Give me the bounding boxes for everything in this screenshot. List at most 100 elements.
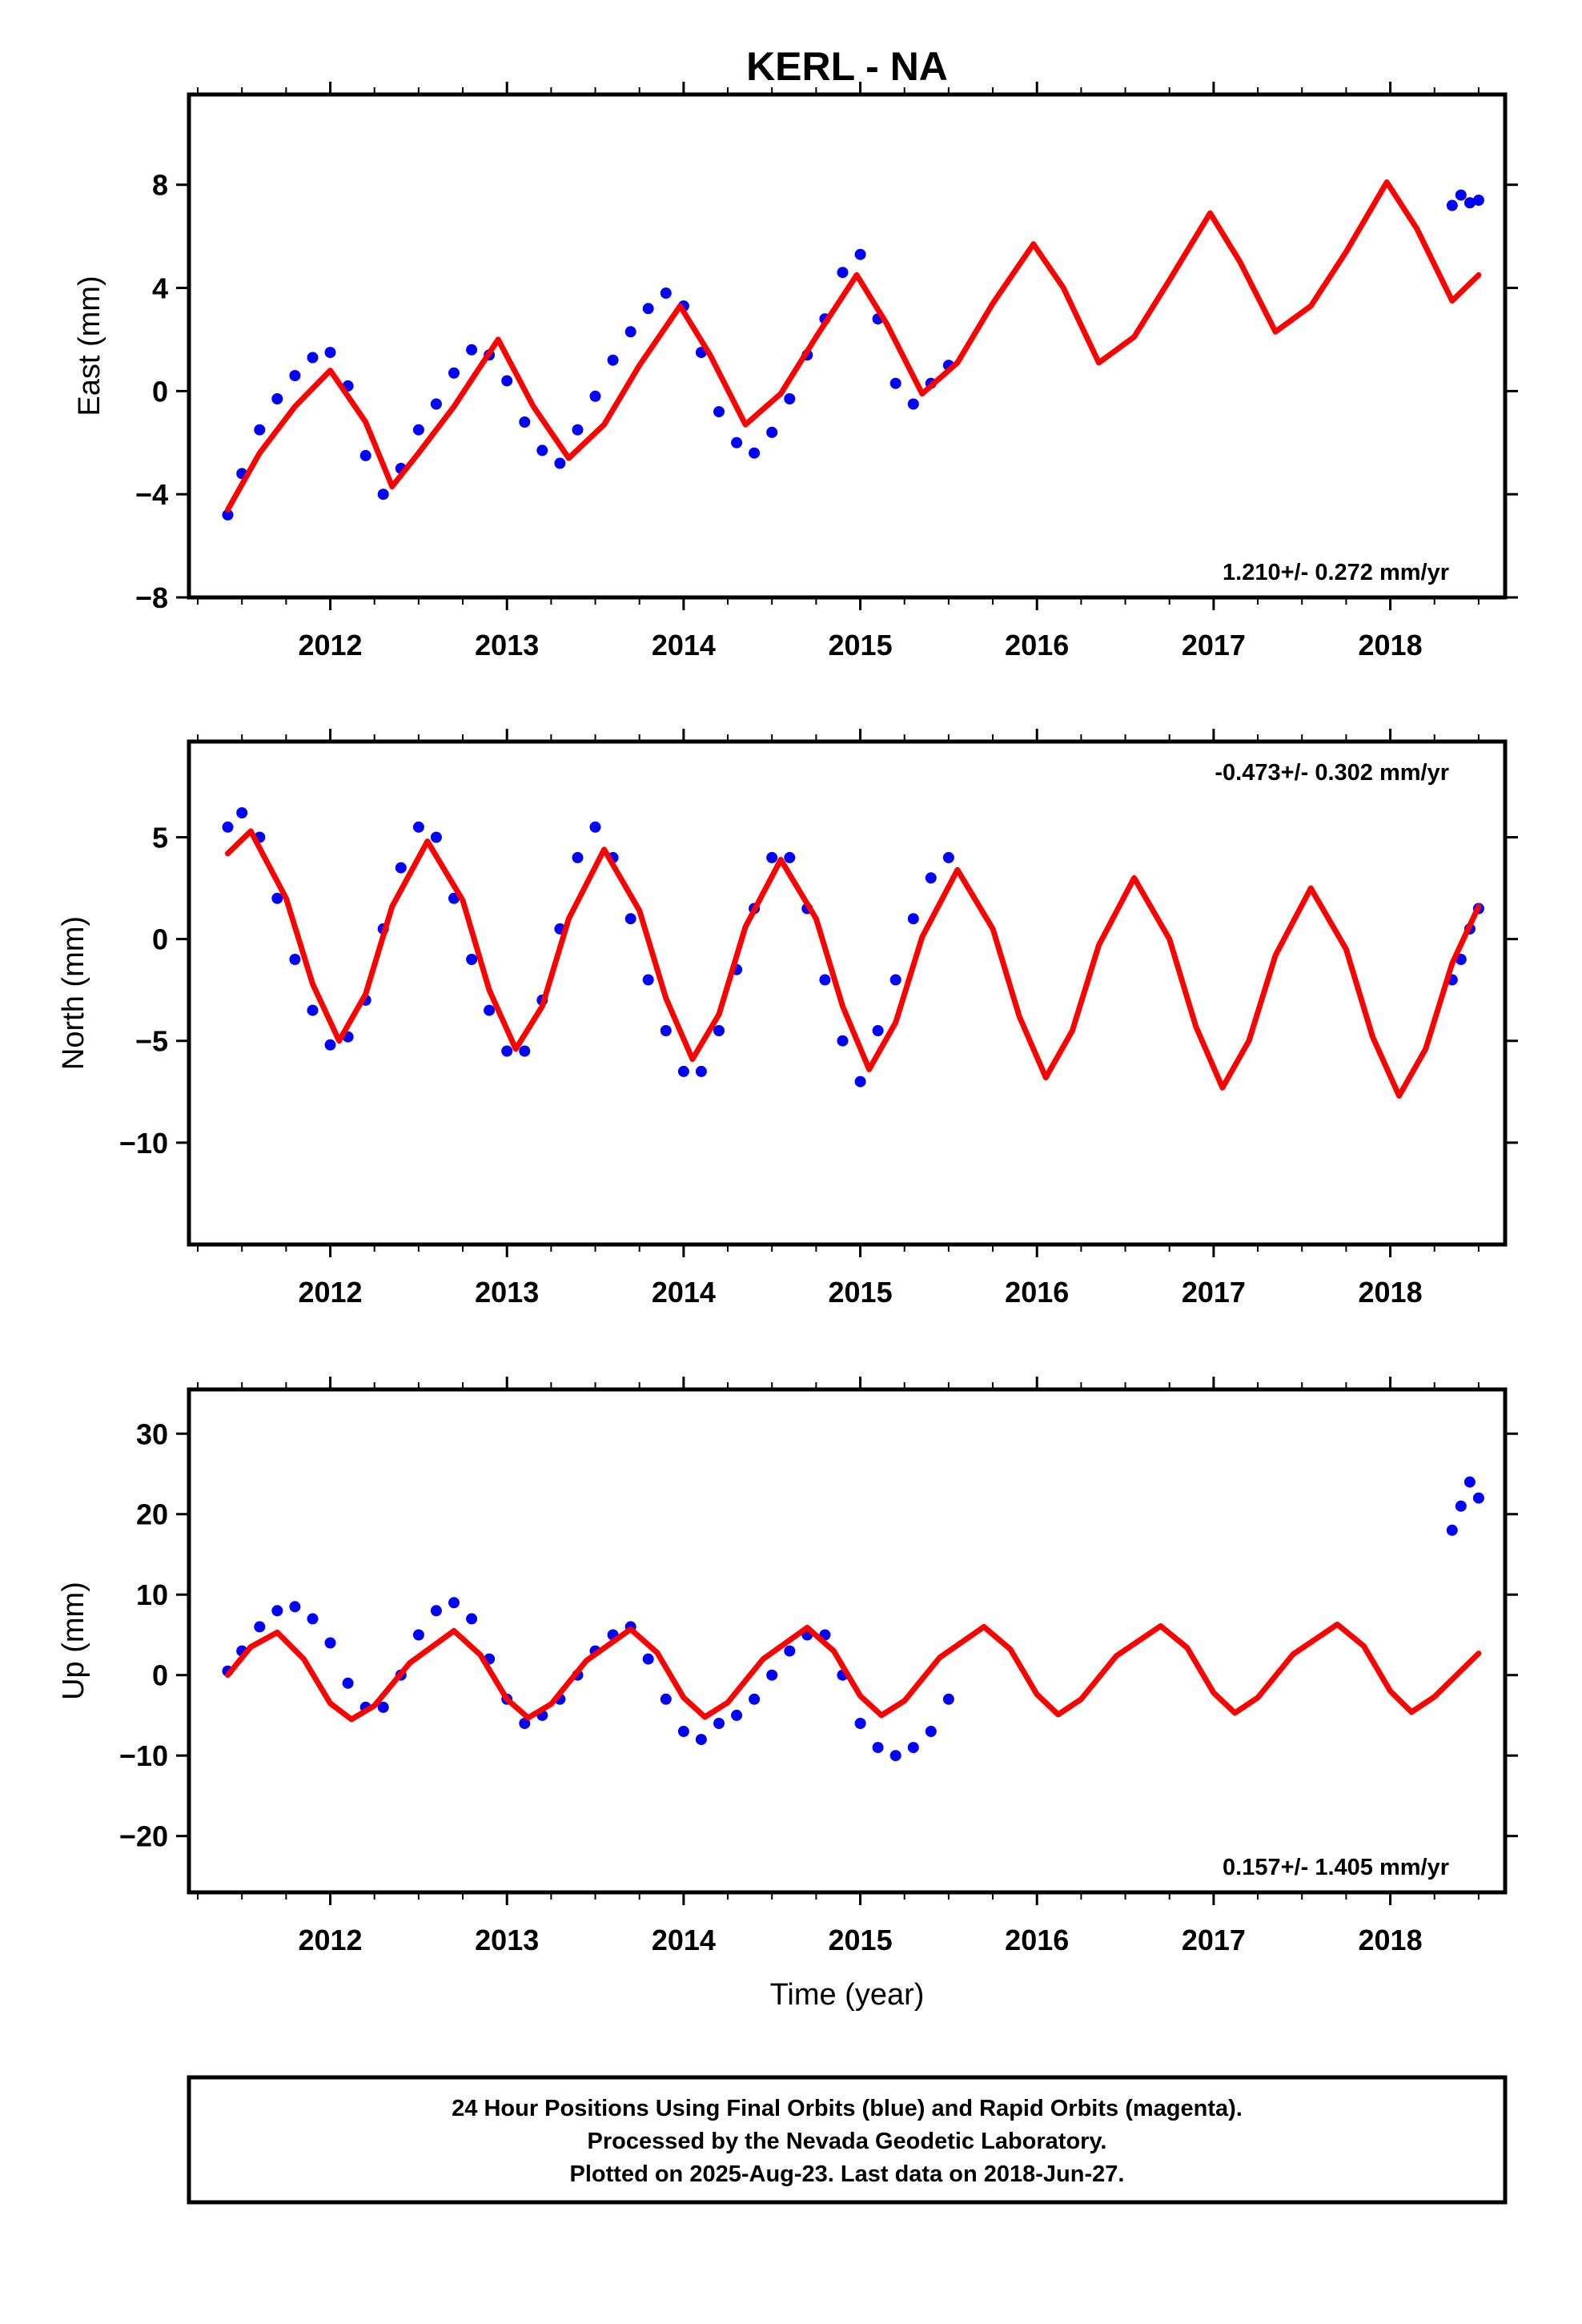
north-data-point xyxy=(395,862,407,874)
north-data-point xyxy=(519,1045,531,1057)
north-data-point xyxy=(907,913,919,925)
north-x-tick-label: 2016 xyxy=(1005,1276,1069,1309)
up-observations xyxy=(222,1476,1484,1762)
east-x-tick-label: 2013 xyxy=(475,629,539,661)
up-data-point xyxy=(677,1726,689,1737)
up-data-point xyxy=(448,1597,460,1609)
up-data-point xyxy=(766,1669,778,1681)
east-data-point xyxy=(607,354,619,366)
north-data-point xyxy=(713,1025,725,1036)
east-data-point xyxy=(749,447,761,459)
north-data-point xyxy=(466,954,478,965)
up-data-point xyxy=(872,1742,884,1754)
east-model-curve xyxy=(225,179,1482,513)
up-data-point xyxy=(466,1613,478,1625)
north-data-point xyxy=(695,1065,707,1077)
north-data-point xyxy=(236,807,248,818)
east-x-tick-label: 2018 xyxy=(1359,629,1423,661)
north-observations xyxy=(222,807,1484,1088)
up-y-tick-label: −20 xyxy=(119,1820,168,1853)
footer-line-2: Processed by the Nevada Geodetic Laborat… xyxy=(588,2129,1107,2154)
up-data-point xyxy=(307,1613,319,1625)
east-data-point xyxy=(359,449,371,461)
up-data-point xyxy=(642,1653,654,1665)
east-data-point xyxy=(307,352,319,364)
north-data-point xyxy=(889,974,901,986)
up-data-point xyxy=(1455,1500,1467,1512)
up-x-tick-label: 2012 xyxy=(298,1924,362,1956)
east-data-point xyxy=(572,424,584,436)
north-data-point xyxy=(766,851,778,863)
up-x-axis-title: Time (year) xyxy=(770,1978,925,2012)
up-data-point xyxy=(695,1734,707,1746)
up-data-point xyxy=(519,1718,531,1729)
east-data-point xyxy=(271,393,283,404)
east-data-point xyxy=(624,326,636,338)
east-data-point xyxy=(589,390,601,402)
east-x-tick-label: 2015 xyxy=(829,629,893,661)
north-panel: 2012 2013 2014 2015 2016 2017 2018 −10 −5 0 5 North… xyxy=(57,729,1518,1309)
up-data-point xyxy=(1464,1476,1476,1488)
east-data-point xyxy=(412,424,424,436)
east-data-point xyxy=(889,377,901,389)
up-model-curve xyxy=(225,1621,1482,1723)
north-x-tick-label: 2014 xyxy=(652,1276,716,1309)
east-data-point xyxy=(1472,195,1484,206)
east-data-point xyxy=(1464,197,1476,209)
north-model-curve xyxy=(225,828,1482,1099)
north-data-point xyxy=(872,1025,884,1036)
east-data-point xyxy=(784,393,796,404)
north-frame xyxy=(187,739,1508,1247)
north-y-tick-label: 0 xyxy=(152,923,168,956)
east-y-tick-label: 8 xyxy=(152,169,168,202)
east-data-point xyxy=(519,416,531,428)
east-data-point xyxy=(222,509,234,521)
north-data-point xyxy=(589,821,601,833)
north-data-point xyxy=(412,821,424,833)
north-data-point xyxy=(430,831,442,843)
up-data-point xyxy=(784,1645,796,1657)
north-x-tick-label: 2015 xyxy=(829,1276,893,1309)
up-data-point xyxy=(271,1605,283,1617)
east-y-tick-label: −8 xyxy=(135,581,168,614)
north-data-point xyxy=(677,1065,689,1077)
east-data-point xyxy=(713,406,725,418)
footer-frame xyxy=(187,2075,1508,2205)
north-y-axis-title: North (mm) xyxy=(57,916,90,1070)
north-data-point xyxy=(854,1076,866,1088)
north-data-point xyxy=(271,892,283,904)
north-y-tick-label: −10 xyxy=(119,1127,168,1160)
east-data-point xyxy=(466,344,478,356)
north-data-point xyxy=(660,1025,672,1036)
up-data-point xyxy=(254,1621,266,1633)
north-data-point xyxy=(642,974,654,986)
north-x-tick-label: 2013 xyxy=(475,1276,539,1309)
north-x-tick-label: 2017 xyxy=(1182,1276,1246,1309)
up-x-tick-label: 2016 xyxy=(1005,1924,1069,1956)
east-observations xyxy=(222,189,1484,521)
up-data-point xyxy=(907,1742,919,1754)
footer-line-1: 24 Hour Positions Using Final Orbits (bl… xyxy=(452,2096,1243,2121)
up-x-tick-label: 2017 xyxy=(1182,1924,1246,1956)
north-data-point xyxy=(289,954,301,965)
up-x-tick-label: 2015 xyxy=(829,1924,893,1956)
up-x-tick-label: 2018 xyxy=(1359,1924,1423,1956)
east-data-point xyxy=(854,248,866,260)
north-x-tick-label: 2012 xyxy=(298,1276,362,1309)
up-y-tick-label: 0 xyxy=(152,1659,168,1692)
east-y-tick-label: −4 xyxy=(135,478,168,511)
up-y-tick-label: 20 xyxy=(136,1498,168,1531)
footer-box: 24 Hour Positions Using Final Orbits (bl… xyxy=(187,2075,1508,2205)
east-y-axis-title: East (mm) xyxy=(73,275,106,416)
north-data-point xyxy=(942,851,954,863)
up-data-point xyxy=(1446,1524,1458,1536)
north-data-point xyxy=(837,1035,849,1047)
east-data-point xyxy=(448,367,460,379)
up-data-point xyxy=(889,1750,901,1762)
figure-title: KERL - NA xyxy=(746,44,948,89)
up-x-tick-label: 2014 xyxy=(652,1924,716,1956)
east-data-point xyxy=(837,267,849,279)
east-data-point xyxy=(660,287,672,299)
up-y-tick-label: −10 xyxy=(119,1739,168,1772)
